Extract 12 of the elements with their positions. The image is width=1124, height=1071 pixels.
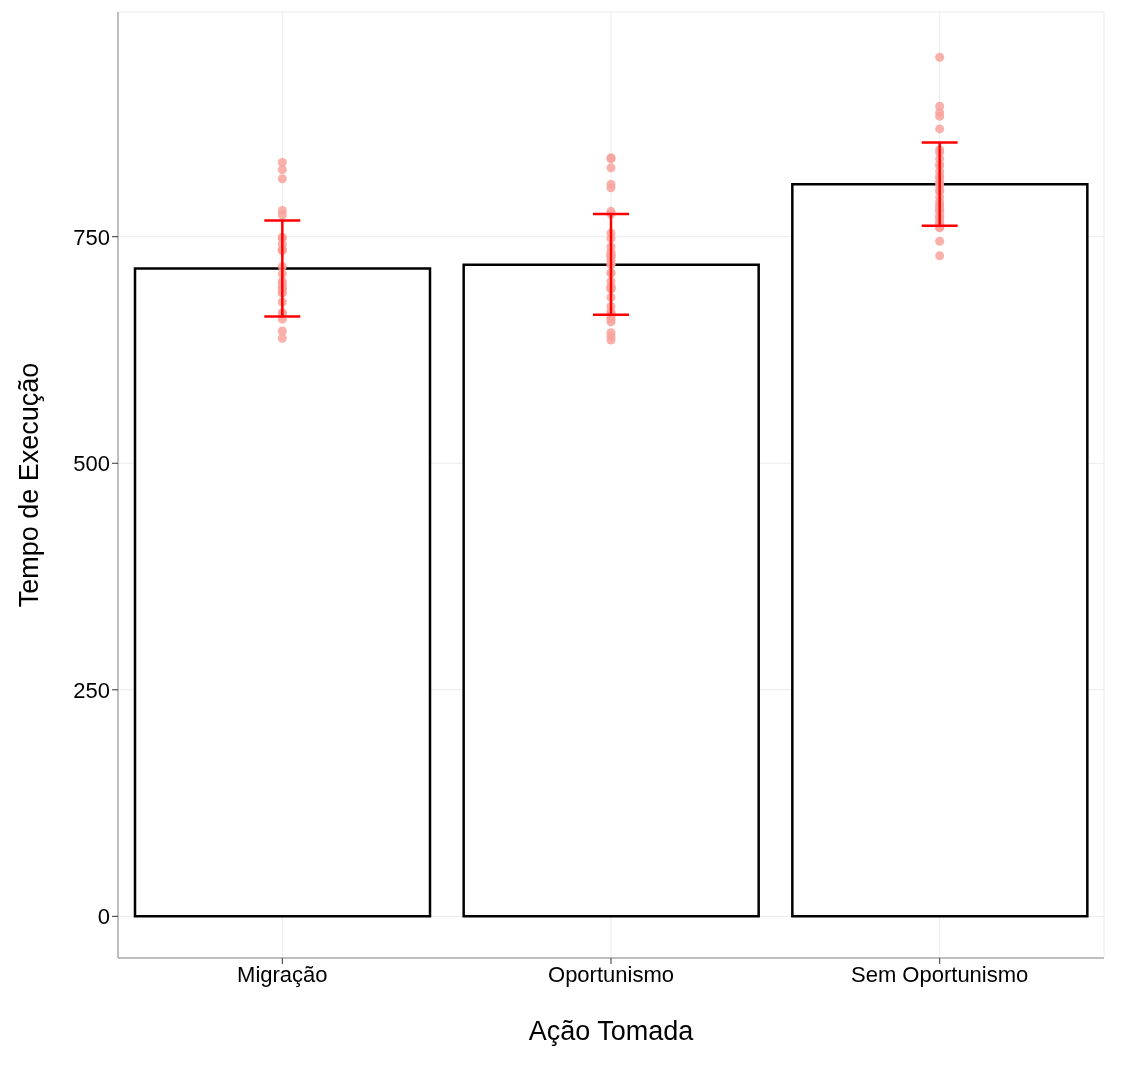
y-axis-title: Tempo de Execução [13,362,44,608]
x-tick-label: Oportunismo [548,961,674,987]
y-tick-label: 250 [73,677,110,703]
bar [791,182,1089,918]
y-tick-label: 0 [97,904,110,930]
x-tick-label: Migração [237,961,328,987]
bar [462,263,760,918]
y-tick-label: 500 [73,451,110,477]
y-tick-label: 750 [73,224,110,250]
x-tick-label: Sem Oportunismo [851,961,1029,987]
bar [133,267,432,918]
x-axis-title: Ação Tomada [528,1016,695,1046]
